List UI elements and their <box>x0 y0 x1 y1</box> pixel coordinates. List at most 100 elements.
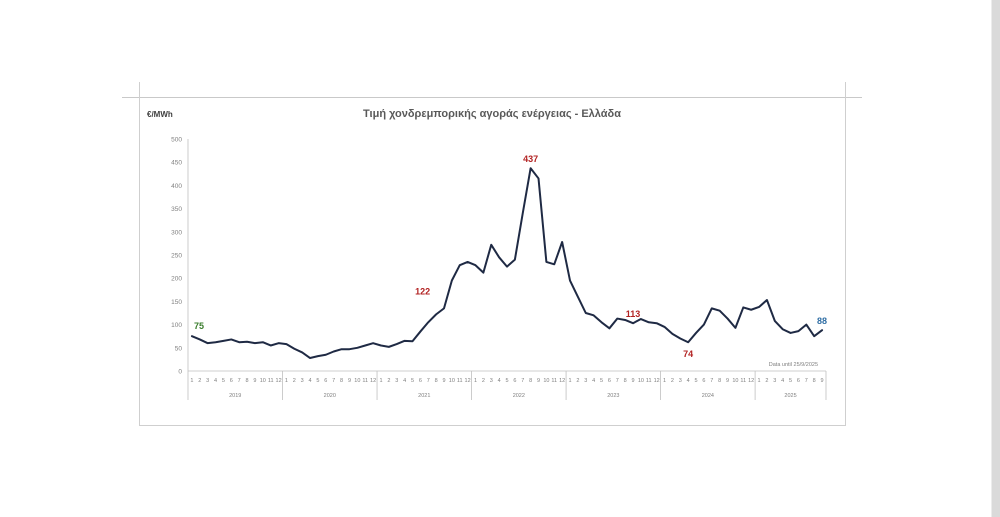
month-tick-label: 12 <box>370 378 376 384</box>
series-line-0 <box>190 167 824 360</box>
y-tick-label: 50 <box>175 345 183 352</box>
scroll-edge <box>991 0 992 517</box>
y-tick-label: 400 <box>171 183 182 190</box>
y-axis: 0 50 100 150 200 250 300 350 400 450 500 <box>171 137 189 376</box>
month-tick-label: 12 <box>654 378 660 384</box>
month-tick-label: 8 <box>246 378 249 384</box>
year-label: 2021 <box>418 393 430 399</box>
y-tick-label: 150 <box>171 299 182 306</box>
month-tick-label: 2 <box>293 378 296 384</box>
chart-frame-bottom <box>139 425 846 426</box>
data-note: Data until 25/9/2025 <box>769 362 818 368</box>
year-label: 2019 <box>229 393 241 399</box>
month-tick-label: 2 <box>671 378 674 384</box>
month-tick-label: 10 <box>732 378 738 384</box>
month-tick-label: 9 <box>537 378 540 384</box>
series-group <box>190 167 824 360</box>
month-tick-label: 12 <box>465 378 471 384</box>
month-tick-label: 4 <box>403 378 406 384</box>
month-tick-label: 11 <box>551 378 557 384</box>
month-tick-label: 6 <box>797 378 800 384</box>
y-tick-label: 250 <box>171 253 182 260</box>
month-tick-label: 8 <box>718 378 721 384</box>
month-tick-label: 4 <box>687 378 690 384</box>
month-tick-label: 10 <box>449 378 455 384</box>
year-label: 2023 <box>607 393 619 399</box>
month-tick-label: 8 <box>529 378 532 384</box>
annotations-group: 75 122 437 113 74 88 <box>194 154 827 359</box>
month-tick-label: 8 <box>340 378 343 384</box>
month-tick-label: 11 <box>268 378 274 384</box>
month-tick-label: 9 <box>821 378 824 384</box>
month-tick-label: 4 <box>214 378 217 384</box>
month-tick-label: 1 <box>190 378 193 384</box>
y-tick-label: 0 <box>178 369 182 376</box>
month-tick-label: 3 <box>301 378 304 384</box>
month-tick-label: 6 <box>419 378 422 384</box>
month-tick-label: 5 <box>316 378 319 384</box>
year-label: 2025 <box>784 393 796 399</box>
month-tick-label: 10 <box>354 378 360 384</box>
month-tick-label: 4 <box>309 378 312 384</box>
data-label: 122 <box>415 286 430 296</box>
data-label: 437 <box>523 154 538 164</box>
data-label: 88 <box>817 316 827 326</box>
month-tick-label: 5 <box>505 378 508 384</box>
scrollbar-track[interactable] <box>992 0 1000 517</box>
month-tick-label: 8 <box>813 378 816 384</box>
y-tick-label: 500 <box>171 137 182 144</box>
month-tick-label: 1 <box>663 378 666 384</box>
month-tick-label: 3 <box>395 378 398 384</box>
month-tick-label: 9 <box>726 378 729 384</box>
y-tick-label: 350 <box>171 206 182 213</box>
month-tick-label: 4 <box>498 378 501 384</box>
chart-title: Τιμή χονδρεμπορικής αγοράς ενέργειας - Ε… <box>363 108 621 120</box>
month-tick-label: 2 <box>482 378 485 384</box>
month-tick-label: 10 <box>543 378 549 384</box>
top-rule <box>122 97 862 98</box>
month-tick-label: 9 <box>348 378 351 384</box>
year-label: 2020 <box>324 393 336 399</box>
y-tick-label: 200 <box>171 276 182 283</box>
month-tick-label: 10 <box>260 378 266 384</box>
month-tick-label: 7 <box>332 378 335 384</box>
month-tick-label: 7 <box>616 378 619 384</box>
month-tick-label: 5 <box>789 378 792 384</box>
month-tick-label: 11 <box>646 378 652 384</box>
data-label: 75 <box>194 321 204 331</box>
y-tick-label: 300 <box>171 229 182 236</box>
month-tick-label: 3 <box>584 378 587 384</box>
chart-frame-left <box>139 82 140 426</box>
month-tick-label: 7 <box>427 378 430 384</box>
month-tick-label: 10 <box>638 378 644 384</box>
month-tick-label: 2 <box>198 378 201 384</box>
month-tick-label: 2 <box>387 378 390 384</box>
data-label: 113 <box>626 309 641 319</box>
month-tick-label: 12 <box>748 378 754 384</box>
month-tick-label: 11 <box>457 378 463 384</box>
month-tick-label: 6 <box>702 378 705 384</box>
y-tick-label: 450 <box>171 160 182 167</box>
month-tick-label: 2 <box>765 378 768 384</box>
month-tick-label: 2 <box>576 378 579 384</box>
month-tick-label: 12 <box>559 378 565 384</box>
month-tick-label: 1 <box>474 378 477 384</box>
year-label: 2022 <box>513 393 525 399</box>
month-tick-label: 9 <box>631 378 634 384</box>
month-tick-label: 7 <box>238 378 241 384</box>
month-tick-label: 9 <box>253 378 256 384</box>
month-tick-label: 11 <box>740 378 746 384</box>
month-tick-label: 7 <box>710 378 713 384</box>
month-tick-label: 6 <box>513 378 516 384</box>
month-tick-label: 5 <box>695 378 698 384</box>
month-tick-label: 3 <box>490 378 493 384</box>
month-tick-label: 1 <box>758 378 761 384</box>
month-tick-label: 6 <box>324 378 327 384</box>
y-axis-unit: €/MWh <box>147 110 173 119</box>
y-tick-label: 100 <box>171 322 182 329</box>
month-tick-label: 7 <box>521 378 524 384</box>
month-tick-label: 9 <box>442 378 445 384</box>
data-label: 74 <box>683 349 693 359</box>
month-tick-label: 6 <box>230 378 233 384</box>
month-tick-label: 1 <box>379 378 382 384</box>
